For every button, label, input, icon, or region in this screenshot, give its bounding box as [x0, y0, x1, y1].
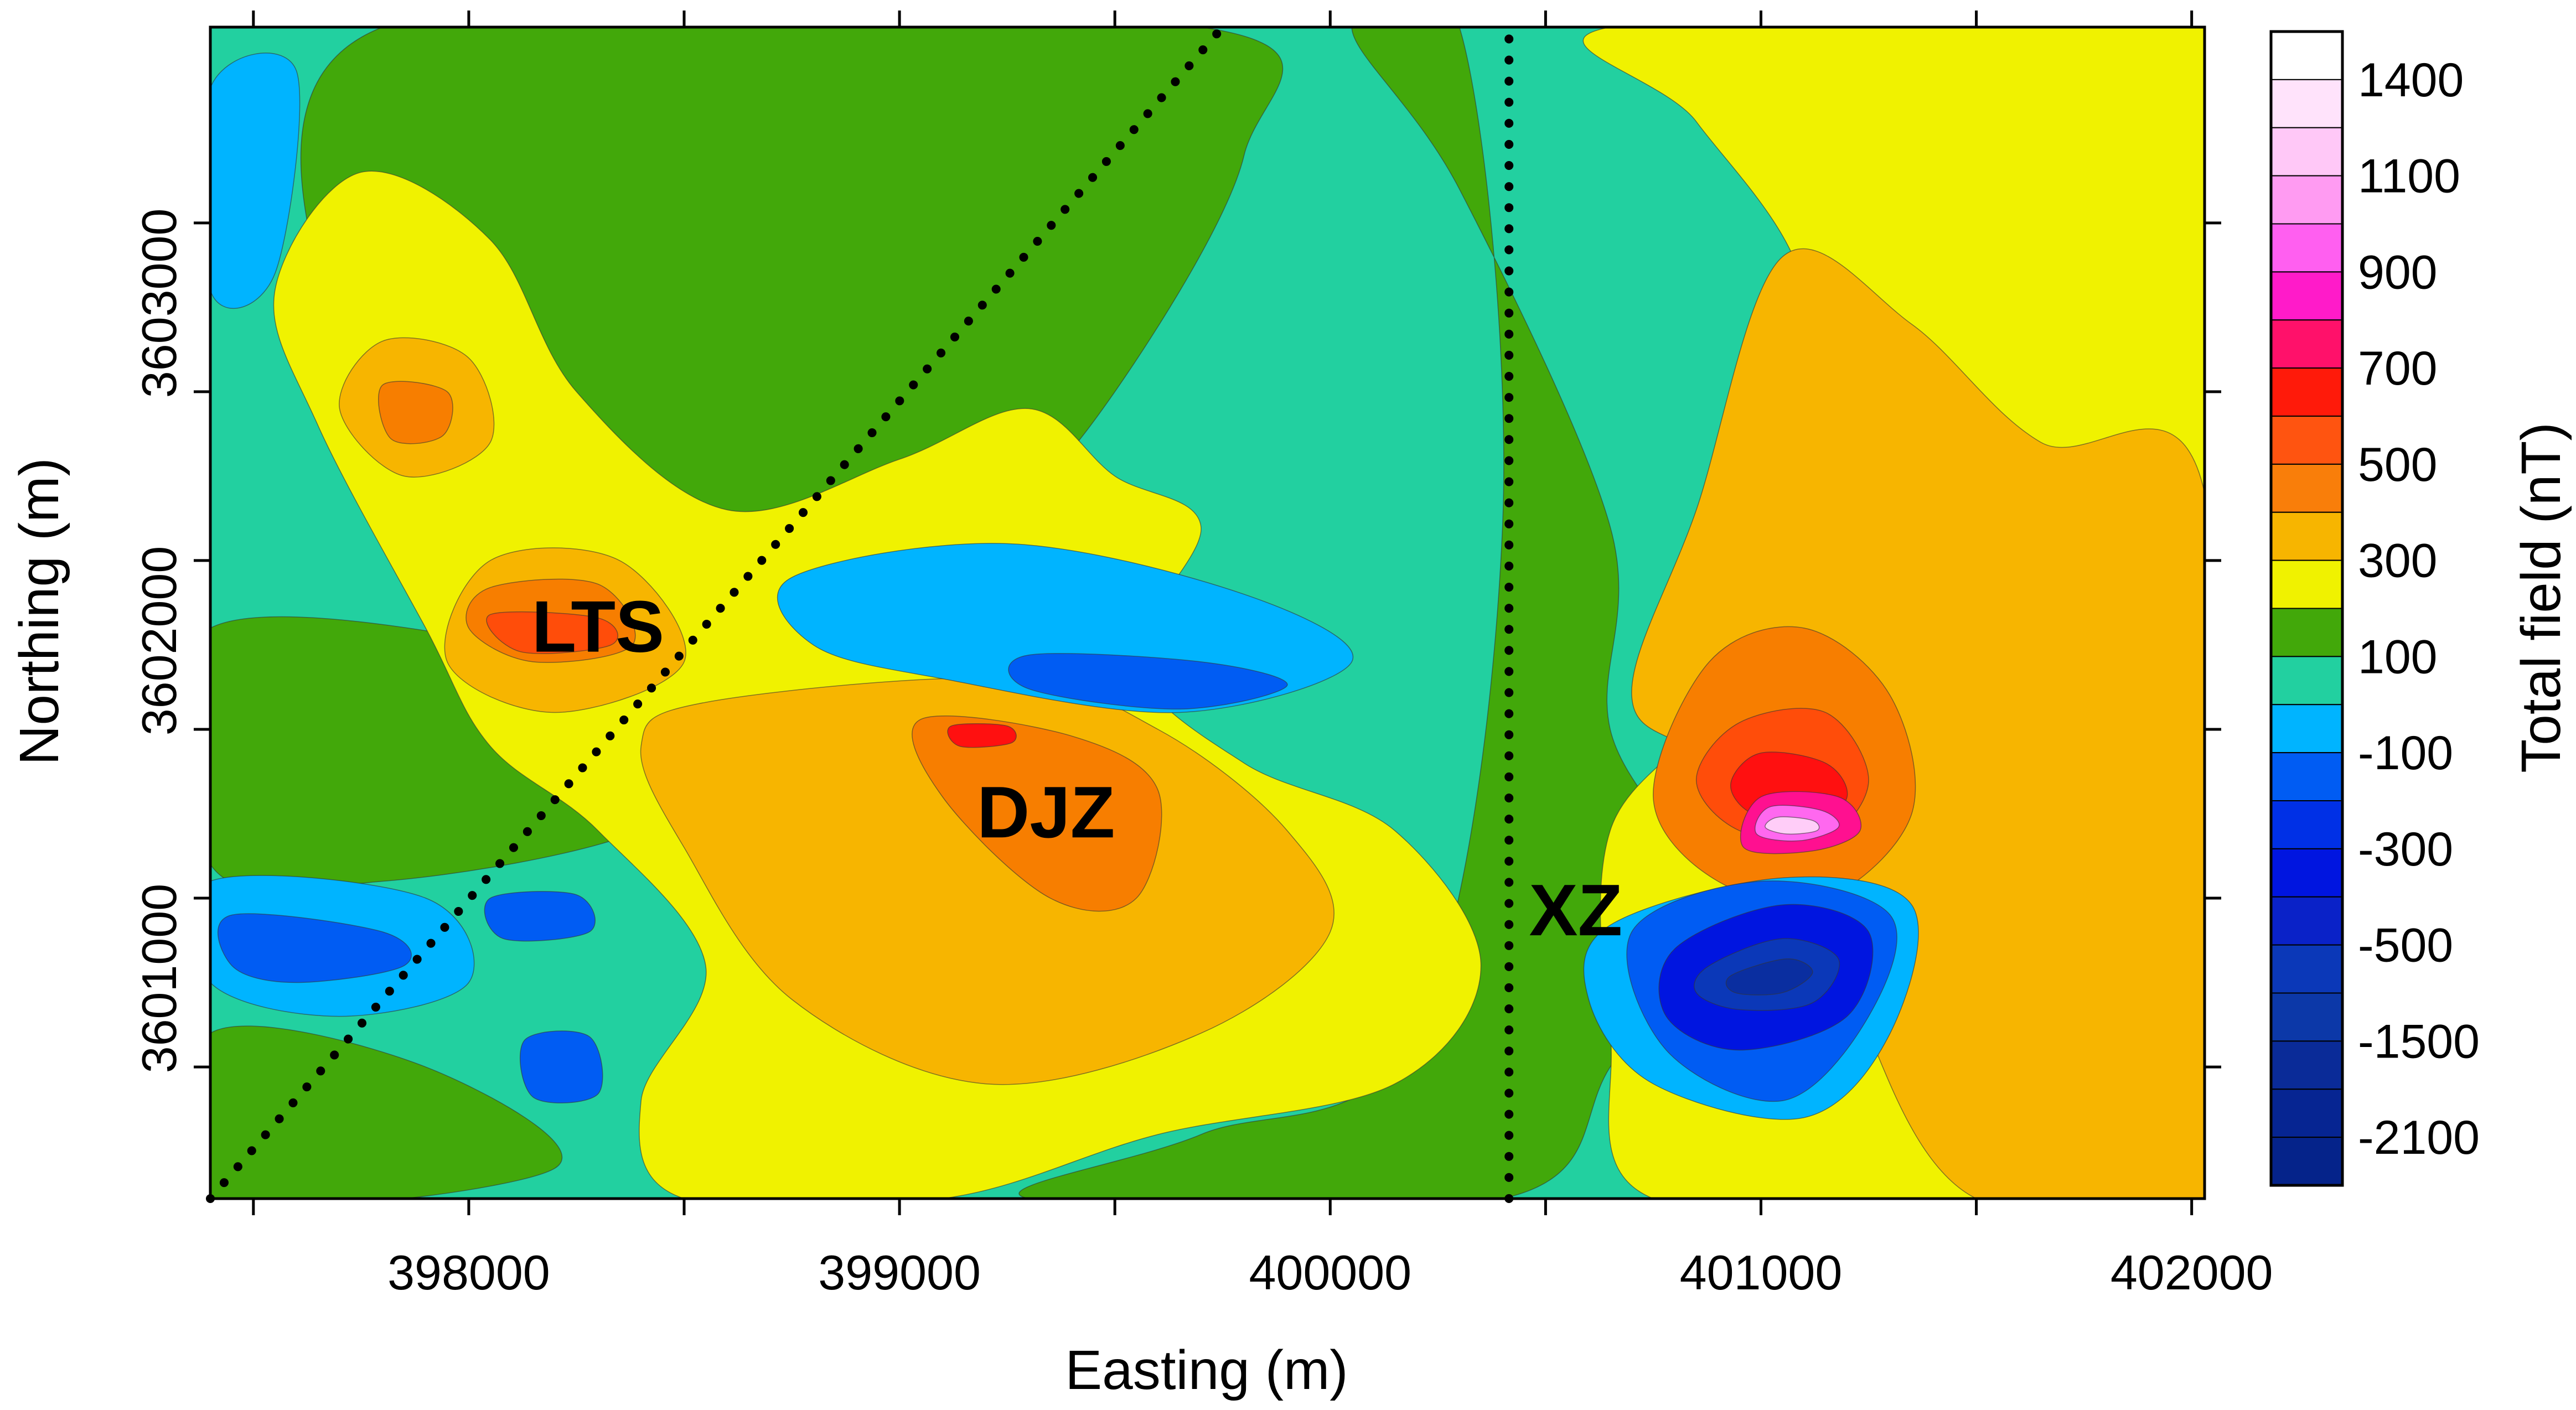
legend-swatch: [2270, 416, 2343, 465]
legend-label: -300: [2358, 823, 2453, 876]
contour-map: [210, 27, 2205, 1199]
anomaly-contour: [947, 723, 1017, 748]
legend-swatch: [2270, 559, 2343, 609]
anomaly-contour: [1765, 816, 1820, 835]
legend-swatch: [2270, 848, 2343, 898]
legend-swatches: [2269, 30, 2344, 1187]
legend-label: 1400: [2358, 54, 2464, 107]
legend-swatch: [2270, 127, 2343, 177]
fault-line-diagonal: [206, 23, 1227, 1203]
x-tick-label: 400000: [1249, 1245, 1411, 1300]
legend-swatch: [2270, 271, 2343, 321]
x-tick-label: 398000: [387, 1245, 550, 1300]
anomaly-contour: [217, 913, 412, 983]
color-legend: 1400 1100 900 700 500 300 100 -100 -300 -500 -1500…: [2269, 30, 2572, 1187]
legend-title: Total field (nT): [2510, 422, 2572, 773]
legend-swatch: [2270, 31, 2343, 80]
legend-swatch: [2270, 223, 2343, 273]
legend-label: 1100: [2358, 150, 2460, 203]
legend-swatch: [2270, 175, 2343, 225]
legend-swatch: [2270, 319, 2343, 369]
legend-label: 300: [2358, 535, 2438, 588]
y-tick-labels: 3601000 3602000 3603000: [132, 209, 187, 1074]
legend-frame: [2269, 30, 2344, 1187]
legend-label: -100: [2358, 727, 2453, 780]
zone-label-xz: XZ: [1529, 869, 1623, 951]
legend-label: -500: [2358, 919, 2453, 972]
legend-labels: 1400 1100 900 700 500 300 100 -100 -300 -500 -1500…: [2358, 54, 2480, 1164]
zone-label-lts: LTS: [532, 586, 665, 667]
legend-swatch: [2270, 800, 2343, 849]
y-tick-label: 3603000: [132, 209, 187, 398]
anomaly-contour: [1631, 248, 2205, 1199]
legend-swatch: [2270, 752, 2343, 801]
legend-swatch: [2270, 79, 2343, 128]
anomaly-contour: [1725, 958, 1813, 996]
legend-swatch: [2270, 656, 2343, 706]
map-frame: [209, 25, 2206, 1200]
x-tick-label: 399000: [818, 1245, 981, 1300]
legend-label: -2100: [2358, 1111, 2480, 1164]
legend-swatch: [2270, 463, 2343, 513]
legend-swatch: [2270, 1088, 2343, 1138]
y-tick-label: 3601000: [132, 884, 187, 1074]
legend-label: 900: [2358, 246, 2438, 299]
anomaly-contour: [210, 53, 301, 309]
anomaly-contour: [912, 715, 1162, 912]
legend-swatch: [2270, 1137, 2343, 1186]
x-axis-title: Easting (m): [1065, 1339, 1348, 1401]
anomaly-contour: [378, 381, 453, 444]
legend-swatch: [2270, 944, 2343, 994]
legend-swatch: [2270, 608, 2343, 657]
x-tick-label: 401000: [1680, 1245, 1843, 1300]
y-tick-label: 3602000: [132, 546, 187, 736]
legend-label: 700: [2358, 342, 2438, 395]
anomaly-contour: [210, 1025, 563, 1199]
axis-ticks: [194, 11, 2221, 1215]
legend-label: -1500: [2358, 1015, 2480, 1068]
legend-swatch: [2270, 367, 2343, 417]
anomaly-contour: [519, 1030, 603, 1103]
legend-swatch: [2270, 992, 2343, 1042]
legend-swatch: [2270, 896, 2343, 946]
zone-label-djz: DJZ: [977, 771, 1115, 853]
anomaly-contour: [484, 891, 596, 942]
zone-labels: LTS DJZ XZ: [532, 586, 1623, 951]
anomaly-contour: [486, 611, 618, 654]
fault-lines: [206, 23, 1514, 1203]
anomaly-contour: [1018, 27, 1697, 1199]
legend-swatch: [2270, 704, 2343, 754]
anomaly-contour: [1008, 653, 1288, 710]
x-tick-labels: 398000 399000 400000 401000 402000: [387, 1245, 2273, 1300]
x-tick-label: 402000: [2111, 1245, 2273, 1300]
y-axis-title: Northing (m): [8, 458, 70, 765]
legend-swatch: [2270, 511, 2343, 561]
legend-label: 100: [2358, 630, 2438, 683]
legend-swatch: [2270, 1040, 2343, 1090]
legend-label: 500: [2358, 438, 2438, 491]
